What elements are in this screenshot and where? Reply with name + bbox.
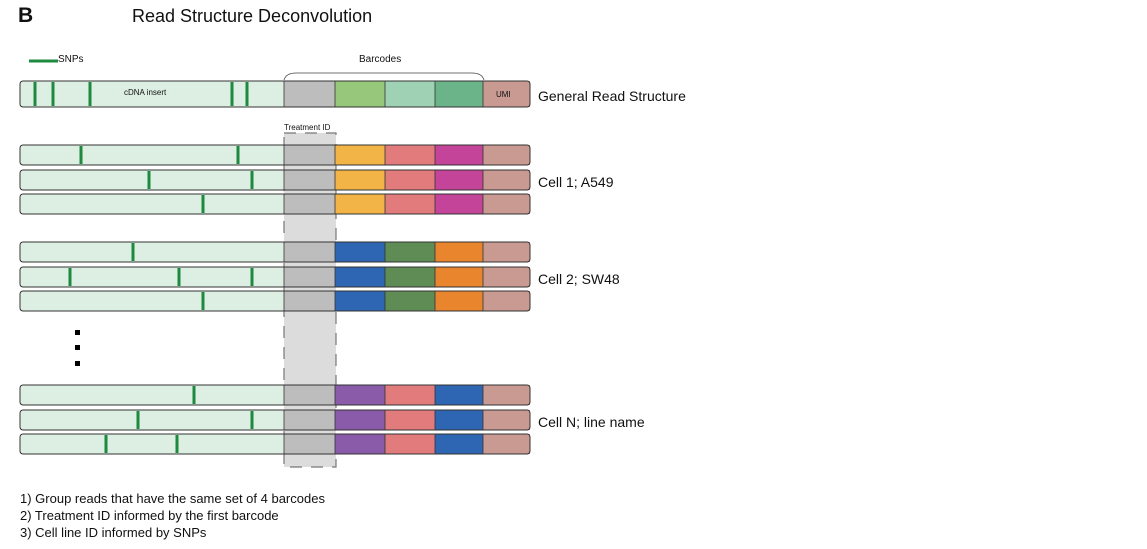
cell-1-label: Cell 1; A549: [538, 174, 614, 190]
ellipsis-dot-3: [75, 361, 80, 366]
group-2-read-1-segment-1: [284, 242, 335, 262]
group-2-read-3-segment-5: [483, 291, 530, 311]
group-2-read-3-segment-2: [335, 291, 385, 311]
group-3-read-2-segment-2: [335, 410, 385, 430]
general-read-segment-4: [435, 81, 483, 107]
group-2-read-2-segment-1: [284, 267, 335, 287]
general-read-segment-3: [385, 81, 435, 107]
note-3: 3) Cell line ID informed by SNPs: [20, 525, 207, 540]
group-3-read-1-insert: [20, 385, 284, 405]
group-1-read-1-segment-4: [435, 145, 483, 165]
group-2-read-2-segment-4: [435, 267, 483, 287]
group-3-read-1-segment-2: [335, 385, 385, 405]
group-1-read-2-segment-1: [284, 170, 335, 190]
group-3-read-1-segment-1: [284, 385, 335, 405]
group-1-read-2-outline: [19, 169, 531, 191]
group-3-read-1-outline: [19, 384, 531, 406]
group-2-read-2-segment-5: [483, 267, 530, 287]
group-1-read-3-segment-2: [335, 194, 385, 214]
group-2-read-2-segment-3: [385, 267, 435, 287]
group-1-read-1-segment-1: [284, 145, 335, 165]
group-1-read-2-insert: [20, 170, 284, 190]
note-1: 1) Group reads that have the same set of…: [20, 491, 325, 506]
general-read-segment-1: [284, 81, 335, 107]
ellipsis-dot-1: [75, 330, 80, 335]
diagram-title: Read Structure Deconvolution: [132, 6, 373, 26]
group-1-read-1-insert: [20, 145, 284, 165]
barcodes-bracket: [283, 72, 485, 81]
group-2-read-1-segment-2: [335, 242, 385, 262]
group-1-read-3-insert: [20, 194, 284, 214]
treatment-id-label: Treatment ID: [284, 123, 331, 132]
group-3-read-3-segment-2: [335, 434, 385, 454]
group-3-read-2-insert: [20, 410, 284, 430]
group-1-read-3-segment-5: [483, 194, 530, 214]
group-3-read-1-segment-3: [385, 385, 435, 405]
group-3-read-3-outline: [19, 433, 531, 455]
notes: 1) Group reads that have the same set of…: [20, 490, 325, 541]
general-read-segment-5: [483, 81, 530, 107]
group-1-read-1-segment-2: [335, 145, 385, 165]
group-1-read-3-segment-3: [385, 194, 435, 214]
group-3-read-1-segment-4: [435, 385, 483, 405]
group-3-read-3-segment-3: [385, 434, 435, 454]
barcodes-label: Barcodes: [359, 54, 402, 65]
group-1-read-3-segment-4: [435, 194, 483, 214]
general-read-segment-2: [335, 81, 385, 107]
group-3-read-3-segment-4: [435, 434, 483, 454]
group-1-read-3-segment-1: [284, 194, 335, 214]
cell-n-label: Cell N; line name: [538, 414, 645, 430]
group-3-read-2-outline: [19, 409, 531, 431]
cdna-insert-label: cDNA insert: [124, 88, 167, 97]
group-2-read-1-segment-5: [483, 242, 530, 262]
group-2-read-3-segment-4: [435, 291, 483, 311]
group-1-read-1-outline: [19, 144, 531, 166]
group-3-read-2-segment-1: [284, 410, 335, 430]
group-3-read-3-segment-1: [284, 434, 335, 454]
group-2-read-2-outline: [19, 266, 531, 288]
group-2-read-3-insert: [20, 291, 284, 311]
general-read-insert: [20, 81, 284, 107]
group-2-read-3-outline: [19, 290, 531, 312]
group-1-read-3-outline: [19, 193, 531, 215]
group-3-read-1-segment-5: [483, 385, 530, 405]
general-read-structure-label: General Read Structure: [538, 88, 686, 104]
group-3-read-2-segment-4: [435, 410, 483, 430]
note-2: 2) Treatment ID informed by the first ba…: [20, 508, 279, 523]
group-2-read-2-segment-2: [335, 267, 385, 287]
group-3-read-3-segment-5: [483, 434, 530, 454]
group-2-read-1-outline: [19, 241, 531, 263]
group-2-read-3-segment-1: [284, 291, 335, 311]
group-1-read-2-segment-3: [385, 170, 435, 190]
group-2-read-1-segment-4: [435, 242, 483, 262]
group-1-read-2-segment-4: [435, 170, 483, 190]
group-2-read-1-segment-3: [385, 242, 435, 262]
group-1-read-2-segment-2: [335, 170, 385, 190]
group-2-read-2-insert: [20, 267, 284, 287]
group-2-read-3-segment-3: [385, 291, 435, 311]
ellipsis-dot-2: [75, 345, 80, 350]
panel-letter: B: [18, 4, 34, 27]
group-1-read-1-segment-3: [385, 145, 435, 165]
group-3-read-3-insert: [20, 434, 284, 454]
general-read-outline: [19, 80, 531, 108]
group-3-read-2-segment-5: [483, 410, 530, 430]
group-2-read-1-insert: [20, 242, 284, 262]
umi-label: UMI: [496, 90, 511, 99]
cell-2-label: Cell 2; SW48: [538, 271, 620, 287]
snp-legend-label: SNPs: [58, 54, 84, 65]
group-1-read-1-segment-5: [483, 145, 530, 165]
group-1-read-2-segment-5: [483, 170, 530, 190]
group-3-read-2-segment-3: [385, 410, 435, 430]
